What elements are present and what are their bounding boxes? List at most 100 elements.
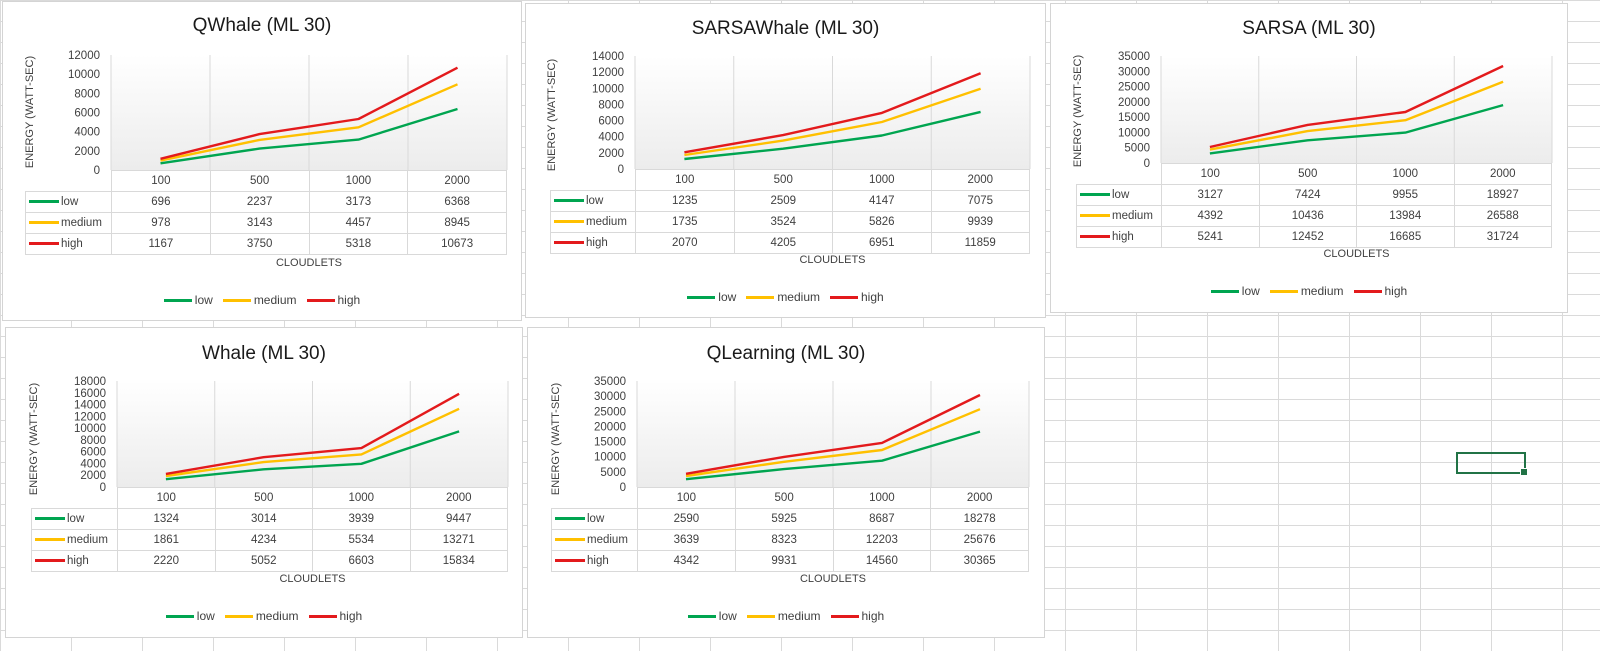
legend-item-low: low xyxy=(687,609,737,623)
data-label: 18927 xyxy=(1453,184,1552,206)
x-axis-title: CLOUDLETS xyxy=(799,573,867,585)
y-tick-label: 2000 xyxy=(80,470,106,482)
table-row: high 2220 5052 6603 15834 xyxy=(31,550,508,572)
data-label: 3750 xyxy=(209,233,310,255)
legend: low medium high xyxy=(3,293,521,307)
table-row: medium 3639 8323 12203 25676 xyxy=(551,529,1029,551)
legend-item-medium: medium xyxy=(1269,284,1344,298)
data-label: 16685 xyxy=(1356,226,1455,248)
x-axis-title: CLOUDLETS xyxy=(1323,248,1390,260)
chart-title: SARSA (ML 30) xyxy=(1242,18,1376,39)
data-label: 9931 xyxy=(734,550,834,572)
table-corner xyxy=(552,488,638,509)
data-label: 7424 xyxy=(1258,184,1357,206)
data-label: 2070 xyxy=(635,232,735,254)
data-label: 3014 xyxy=(214,508,313,530)
series-line-low xyxy=(1209,103,1504,155)
data-label: 14560 xyxy=(832,550,932,572)
legend-key xyxy=(1210,290,1239,294)
data-label: 7075 xyxy=(930,190,1030,212)
legend-key xyxy=(554,241,584,245)
chart-sarsawhale[interactable]: SARSAWhale (ML 30) ENERGY (WATT-SEC) 0 20… xyxy=(525,3,1046,318)
x-tick-label: 2000 xyxy=(1453,163,1552,185)
legend-key xyxy=(163,299,192,303)
legend-key xyxy=(555,517,585,521)
legend-key xyxy=(1080,214,1110,218)
fill-handle[interactable] xyxy=(1520,468,1528,476)
chart-qwhale[interactable]: QWhale (ML 30) ENERGY (WATT-SEC) 0 2000 40… xyxy=(2,1,522,321)
x-tick-label: 100 xyxy=(1161,163,1260,185)
series-line-high xyxy=(685,393,981,475)
y-tick-label: 12000 xyxy=(74,411,106,423)
series-line-medium xyxy=(165,407,460,478)
data-label: 31724 xyxy=(1453,226,1552,248)
series-label: high xyxy=(551,550,638,572)
data-label: 3639 xyxy=(637,529,736,551)
table-row: high 5241 12452 16685 31724 xyxy=(1076,226,1552,248)
data-label: 30365 xyxy=(930,550,1029,572)
x-tick-label: 1000 xyxy=(312,487,411,509)
data-label: 11859 xyxy=(930,232,1030,254)
y-tick-label: 4000 xyxy=(74,127,100,139)
chart-title: QWhale (ML 30) xyxy=(192,15,332,36)
legend-key xyxy=(224,615,253,619)
y-tick-label: 8000 xyxy=(598,99,624,111)
series-label: low xyxy=(550,190,636,212)
legend-key xyxy=(1353,290,1382,294)
data-label: 5241 xyxy=(1161,226,1260,248)
table-row: high 1167 3750 5318 10673 xyxy=(25,233,507,255)
x-tick-label: 1000 xyxy=(832,169,932,191)
data-label: 2590 xyxy=(637,508,736,530)
data-label: 5925 xyxy=(734,508,834,530)
chart-qlearning[interactable]: QLearning (ML 30) ENERGY (WATT-SEC) 0 500… xyxy=(527,327,1045,638)
plot-area: 0 5000 10000 15000 20000 25000 30000 35000 xyxy=(1118,51,1553,170)
x-tick-label: 100 xyxy=(635,169,735,191)
series-label: low xyxy=(1076,184,1162,206)
legend-key xyxy=(687,615,716,619)
legend-item-low: low xyxy=(1210,284,1260,298)
data-label: 4147 xyxy=(832,190,932,212)
data-label: 12452 xyxy=(1258,226,1357,248)
data-label: 3127 xyxy=(1161,184,1260,206)
series-line-low xyxy=(685,430,981,481)
data-label: 4205 xyxy=(733,232,833,254)
y-tick-label: 15000 xyxy=(1118,112,1150,124)
series-label: low xyxy=(551,508,638,530)
series-line-low xyxy=(160,107,458,165)
legend-item-medium: medium xyxy=(746,609,821,623)
table-row: medium 1861 4234 5534 13271 xyxy=(31,529,508,551)
chart-title: Whale (ML 30) xyxy=(202,343,326,364)
legend-item-high: high xyxy=(830,290,884,304)
data-label: 10436 xyxy=(1258,205,1357,227)
data-table: 100 500 1000 2000 low 1235 2509 4147 7075 medium 1… xyxy=(550,169,1030,254)
table-row: low 1324 3014 3939 9447 xyxy=(31,508,508,530)
series-label: low xyxy=(25,191,112,213)
series-label: medium xyxy=(550,211,636,233)
data-label: 5826 xyxy=(832,211,932,233)
chart-sarsa[interactable]: SARSA (ML 30) ENERGY (WATT-SEC) 0 5000 100… xyxy=(1050,3,1568,313)
table-row: low 2590 5925 8687 18278 xyxy=(551,508,1029,530)
data-label: 4457 xyxy=(308,212,409,234)
series-label: high xyxy=(550,232,636,254)
series-line-medium xyxy=(1209,80,1504,151)
legend: low medium high xyxy=(1051,284,1567,298)
legend-item-low: low xyxy=(687,290,736,304)
series-line-high xyxy=(1209,64,1504,149)
legend: low medium high xyxy=(528,609,1044,623)
legend-key xyxy=(35,538,65,542)
data-table: 100 500 1000 2000 low 696 2237 3173 6368 medium 97… xyxy=(25,170,507,255)
selected-cell[interactable] xyxy=(1456,452,1528,476)
data-label: 10673 xyxy=(407,233,507,255)
data-label: 1235 xyxy=(635,190,735,212)
series-label: high xyxy=(25,233,112,255)
chart-whale[interactable]: Whale (ML 30) ENERGY (WATT-SEC) 0 2000 400… xyxy=(5,327,523,638)
y-tick-label: 12000 xyxy=(592,67,624,79)
legend-key xyxy=(746,296,775,300)
series-label: medium xyxy=(1076,205,1162,227)
data-label: 6951 xyxy=(832,232,932,254)
y-tick-label: 0 xyxy=(94,165,100,177)
y-tick-label: 25000 xyxy=(594,406,626,418)
legend-item-high: high xyxy=(1353,284,1407,298)
data-label: 4392 xyxy=(1161,205,1260,227)
data-label: 6603 xyxy=(312,550,411,572)
